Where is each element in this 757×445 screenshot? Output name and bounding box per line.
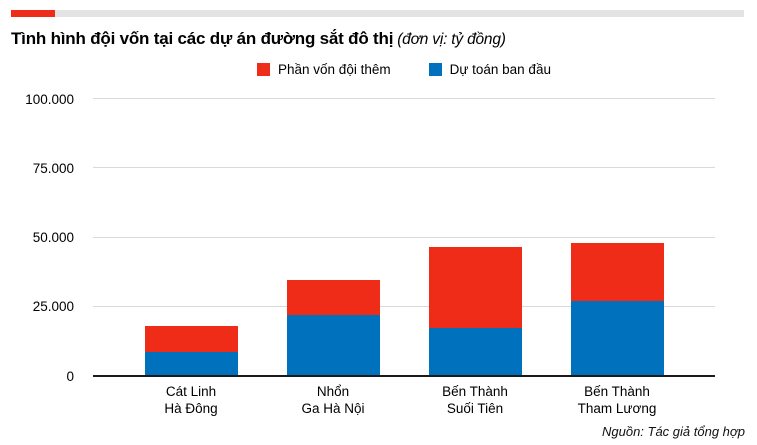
- legend-label: Dự toán ban đầu: [449, 62, 551, 77]
- stacked-bar: [428, 247, 522, 376]
- bar-segment: [144, 326, 238, 352]
- x-category-label-line: Cát Linh: [165, 384, 217, 399]
- bars-container: [93, 242, 715, 376]
- chart-title-text: Tình hình đội vốn tại các dự án đường sắ…: [11, 29, 394, 48]
- stacked-bar: [144, 326, 238, 376]
- legend-swatch-icon: [428, 63, 442, 76]
- x-axis-line: [93, 375, 715, 377]
- source-note: Nguồn: Tác giả tổng hợp: [601, 424, 745, 439]
- bar-segment: [428, 327, 522, 376]
- bar-segment: [428, 247, 522, 328]
- y-tick-label: 100.000: [25, 91, 74, 107]
- x-category-label-line: Ga Hà Nội: [301, 400, 365, 416]
- x-category-label: Bến Thành Suối Tiên: [429, 384, 522, 417]
- legend-label: Phần vốn đội thêm: [278, 62, 391, 77]
- x-category-label-line: Tham Lương: [577, 400, 657, 416]
- bar-segment: [570, 300, 664, 376]
- red-accent-bar: [11, 10, 55, 17]
- x-category-label-line: Suối Tiên: [446, 400, 504, 416]
- gridline: [93, 167, 715, 169]
- x-category-label-line: Bến Thành: [584, 384, 650, 399]
- chart-unit-label: (đơn vị: tỷ đồng): [397, 31, 506, 48]
- top-decoration-strip: [11, 10, 744, 17]
- x-category-label-line: Nhổn: [316, 384, 350, 399]
- gridline: [93, 98, 715, 99]
- x-category-label-line: Bến Thành: [442, 384, 508, 399]
- bar-segment: [286, 279, 380, 315]
- stacked-bar: [286, 279, 380, 376]
- legend-item: Phần vốn đội thêm: [257, 62, 391, 77]
- bar-segment: [570, 242, 664, 301]
- legend-swatch-icon: [257, 63, 271, 76]
- x-axis-labels: Cát Linh Hà Đông Nhổn Ga Hà Nội Bến Thành Suố…: [93, 384, 715, 417]
- x-category-label: Cát Linh Hà Đông: [145, 384, 238, 417]
- y-tick-label: 50.000: [32, 229, 74, 245]
- legend: Phần vốn đội thêm Dự toán ban đầu: [93, 62, 715, 77]
- x-category-label: Nhổn Ga Hà Nội: [287, 384, 380, 417]
- chart-title: Tình hình đội vốn tại các dự án đường sắ…: [11, 29, 506, 49]
- gray-strip: [55, 10, 744, 17]
- x-category-label: Bến Thành Tham Lương: [571, 384, 664, 417]
- gridline: [93, 305, 715, 307]
- x-category-label-line: Hà Đông: [164, 400, 218, 416]
- y-tick-label: 75.000: [32, 160, 74, 176]
- bar-segment: [286, 314, 380, 376]
- stacked-bar: [570, 242, 664, 376]
- bar-segment: [144, 351, 238, 376]
- gridline: [93, 236, 715, 238]
- y-tick-label: 0: [66, 368, 74, 384]
- plot-area: 0 25.000 50.000 75.000 100.000: [25, 92, 715, 382]
- legend-item: Dự toán ban đầu: [428, 62, 551, 77]
- y-tick-label: 25.000: [32, 299, 74, 314]
